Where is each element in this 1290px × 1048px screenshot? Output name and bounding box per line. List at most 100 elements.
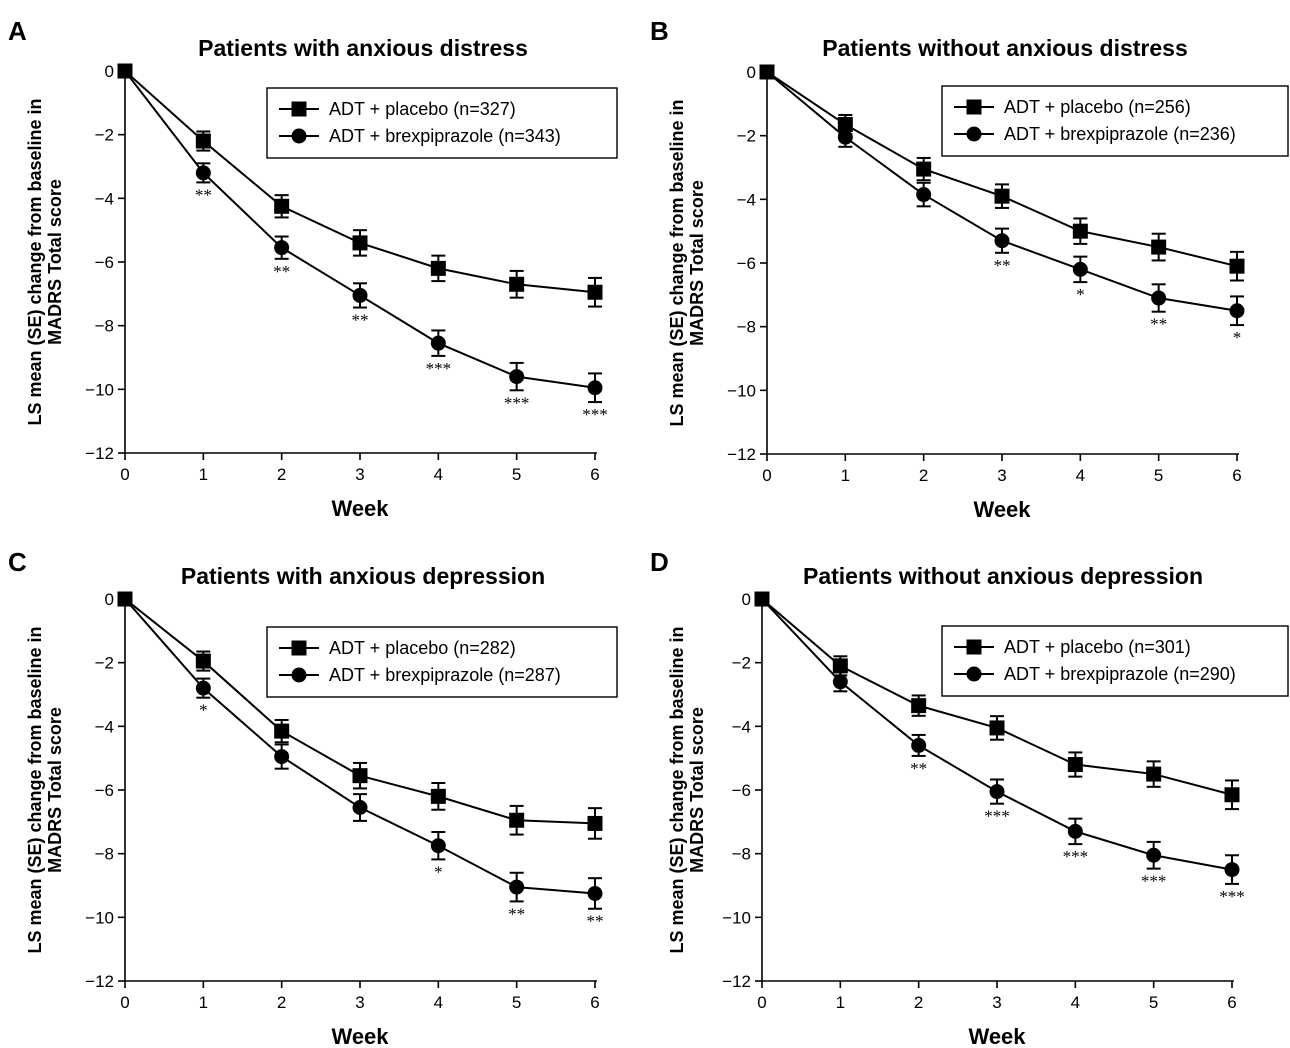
data-point <box>1229 258 1245 274</box>
legend-label: ADT + placebo (n=327) <box>329 99 516 119</box>
y-tick-label: −4 <box>95 189 114 208</box>
data-point <box>195 680 211 696</box>
data-point <box>352 235 368 251</box>
significance-marker: *** <box>984 807 1010 826</box>
y-tick-label: −8 <box>737 318 756 337</box>
significance-marker: *** <box>426 359 452 378</box>
legend-label: ADT + placebo (n=282) <box>329 638 516 658</box>
legend-label: ADT + brexpiprazole (n=287) <box>329 665 561 685</box>
data-point <box>911 737 927 753</box>
legend: ADT + placebo (n=256) ADT + brexpiprazole… <box>941 85 1289 157</box>
legend-label: ADT + brexpiprazole (n=343) <box>329 126 561 146</box>
significance-marker: *** <box>504 393 530 412</box>
y-tick-label: −8 <box>95 845 114 864</box>
x-tick-label: 1 <box>841 466 850 485</box>
y-tick-label: 0 <box>742 590 751 609</box>
y-tick-label: −10 <box>727 381 756 400</box>
chart-title: Patients with anxious distress <box>198 35 528 61</box>
significance-marker: ** <box>910 759 927 778</box>
data-point <box>430 788 446 804</box>
x-axis-label: Week <box>968 1024 1026 1048</box>
panel-c: C Patients with anxious depression 0 −2 −4 −6… <box>8 547 618 1048</box>
legend-label: ADT + placebo (n=256) <box>1004 97 1191 117</box>
data-point <box>1072 261 1088 277</box>
legend-box <box>941 85 1289 157</box>
data-point <box>587 815 603 831</box>
significance-marker: ** <box>508 904 525 923</box>
x-tick-label: 2 <box>277 993 286 1012</box>
panel-d: D Patients without anxious depression 0 −2 −… <box>650 547 1289 1048</box>
significance-marker: *** <box>1219 887 1245 906</box>
data-point <box>1229 303 1245 319</box>
y-tick-label: 0 <box>105 62 114 81</box>
chart-title: Patients with anxious depression <box>181 563 545 589</box>
x-tick-label: 5 <box>512 993 521 1012</box>
legend-marker <box>291 667 307 683</box>
data-point <box>759 64 775 80</box>
data-point <box>587 885 603 901</box>
y-tick-label: −4 <box>737 190 756 209</box>
significance-marker: ** <box>587 912 604 931</box>
chart-title: Patients without anxious distress <box>822 35 1188 61</box>
significance-marker: ** <box>994 256 1011 275</box>
data-point <box>989 720 1005 736</box>
data-point <box>430 260 446 276</box>
x-tick-label: 6 <box>1227 993 1236 1012</box>
x-tick-label: 6 <box>1232 466 1241 485</box>
chart-title: Patients without anxious depression <box>803 563 1203 589</box>
y-tick-label: −2 <box>732 654 751 673</box>
data-point <box>994 233 1010 249</box>
y-tick-label: −6 <box>737 254 756 273</box>
y-tick-label: −4 <box>732 717 751 736</box>
y-axis-label: MADRS Total score <box>45 179 65 345</box>
data-point <box>911 698 927 714</box>
data-point <box>274 198 290 214</box>
data-point <box>117 63 133 79</box>
y-tick-label: −6 <box>95 781 114 800</box>
legend-marker <box>966 666 982 682</box>
panel-letter: C <box>8 547 27 577</box>
x-tick-label: 4 <box>434 993 443 1012</box>
data-point <box>916 187 932 203</box>
data-point <box>352 800 368 816</box>
significance-marker: *** <box>582 405 608 424</box>
significance-marker: ** <box>195 185 212 204</box>
x-tick-label: 1 <box>836 993 845 1012</box>
y-tick-label: −8 <box>732 845 751 864</box>
x-tick-label: 0 <box>120 465 129 484</box>
y-tick-label: −10 <box>722 908 751 927</box>
y-tick-label: −12 <box>722 972 751 991</box>
x-axis-label: Week <box>331 496 389 521</box>
y-tick-label: 0 <box>747 63 756 82</box>
x-tick-label: 3 <box>355 465 364 484</box>
data-point <box>509 369 525 385</box>
significance-marker: *** <box>1141 872 1167 891</box>
x-tick-label: 0 <box>757 993 766 1012</box>
x-tick-label: 4 <box>434 465 443 484</box>
data-point <box>195 165 211 181</box>
legend-label: ADT + placebo (n=301) <box>1004 637 1191 657</box>
data-point <box>1224 862 1240 878</box>
y-tick-label: −4 <box>95 717 114 736</box>
legend-marker <box>966 639 982 655</box>
x-tick-label: 5 <box>512 465 521 484</box>
x-tick-label: 5 <box>1154 466 1163 485</box>
y-tick-label: −12 <box>85 444 114 463</box>
x-tick-label: 6 <box>590 993 599 1012</box>
significance-marker: * <box>1233 328 1242 347</box>
data-point <box>1067 823 1083 839</box>
data-point <box>352 768 368 784</box>
data-point <box>274 240 290 256</box>
data-point <box>989 784 1005 800</box>
y-axis-label: LS mean (SE) change from baseline in <box>667 626 687 953</box>
y-axis-label: MADRS Total score <box>45 707 65 873</box>
data-point <box>837 129 853 145</box>
x-tick-label: 3 <box>992 993 1001 1012</box>
data-point <box>1224 787 1240 803</box>
data-point <box>430 335 446 351</box>
x-tick-label: 1 <box>199 993 208 1012</box>
data-point <box>587 380 603 396</box>
data-point <box>754 591 770 607</box>
x-tick-label: 4 <box>1071 993 1080 1012</box>
y-tick-label: −10 <box>85 380 114 399</box>
